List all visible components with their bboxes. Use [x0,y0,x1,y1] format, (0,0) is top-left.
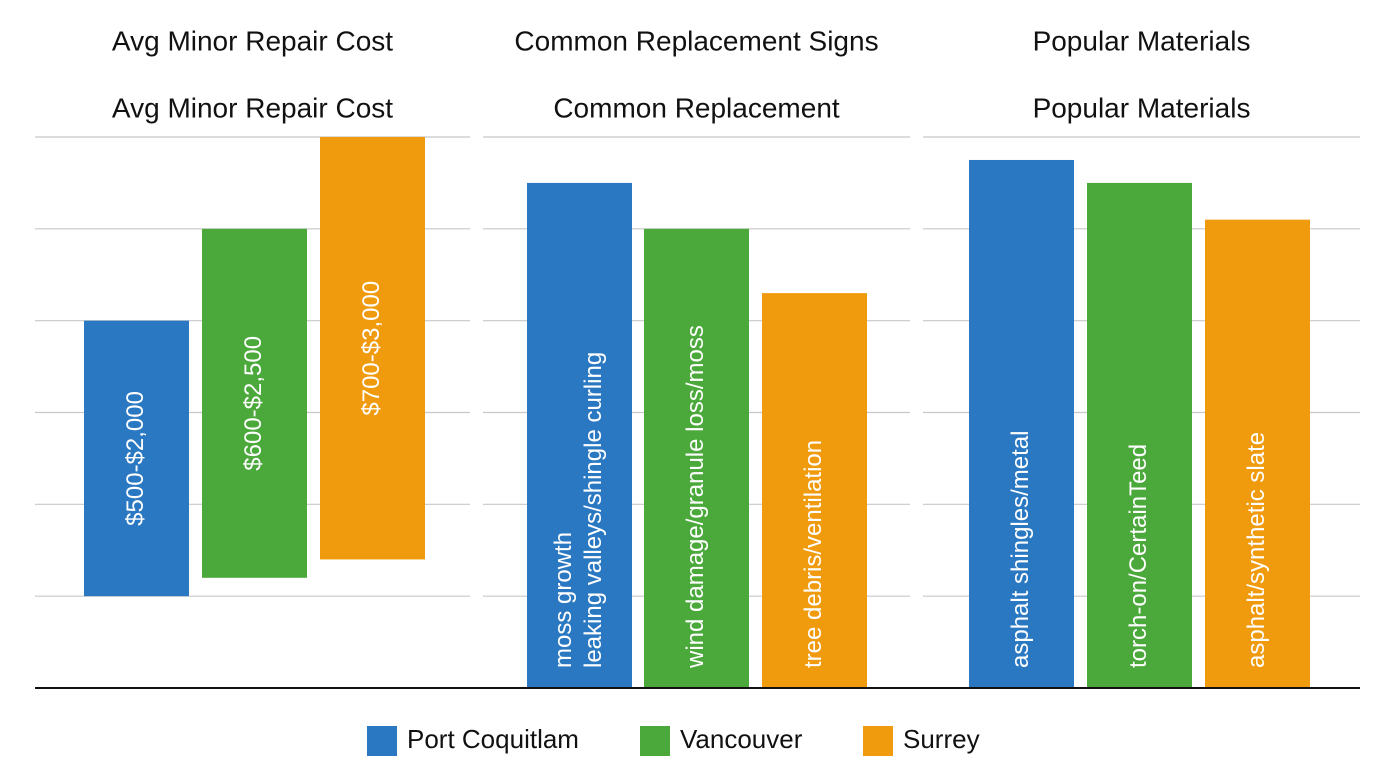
panel-title: Popular Materials [1033,25,1251,56]
panel-subtitle: Common Replacement [553,92,840,123]
bar [969,159,1074,689]
bar [644,228,749,689]
legend-swatch [367,726,397,756]
panel-title: Avg Minor Repair Cost [112,25,393,56]
panel-title: Common Replacement Signs [514,25,878,56]
bar-label: wind damage/granule loss/moss [682,325,709,669]
bar-label: asphalt/synthetic slate [1243,432,1270,668]
bar-label: asphalt shingles/metal [1007,431,1034,668]
bar-label: leaking valleys/shingle curling [580,352,607,668]
bar-label: $600-$2,500 [240,336,267,471]
bar [762,293,867,688]
bar-label: moss growth [550,532,577,668]
bar-label: $500-$2,000 [122,391,149,526]
bar-label: $700-$3,000 [358,281,385,416]
bar [1205,219,1310,688]
bar-label: torch-on/CertainTeed [1125,444,1152,668]
panel-subtitle: Popular Materials [1033,92,1251,123]
bar [527,182,632,688]
bar [202,228,307,578]
legend-label: Vancouver [680,724,803,754]
bar [84,320,189,597]
bar [1087,182,1192,688]
legend-swatch [640,726,670,756]
legend-label: Port Coquitlam [407,724,579,754]
legend-label: Surrey [903,724,980,754]
panel-subtitle: Avg Minor Repair Cost [112,92,393,123]
legend-swatch [863,726,893,756]
bar-label: tree debris/ventilation [800,440,827,668]
bar [320,137,425,560]
